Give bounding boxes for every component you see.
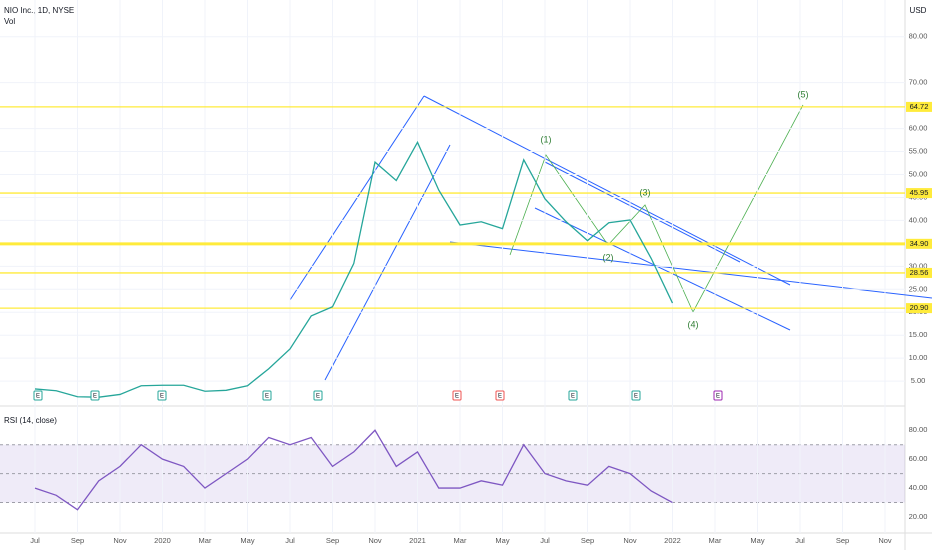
y-tick-label: 50.00: [909, 169, 928, 178]
y-tick-label: 25.00: [909, 284, 928, 293]
x-tick-label: May: [240, 536, 254, 545]
rsi-tick-label: 20.00: [909, 512, 928, 521]
x-tick-label: Jul: [285, 536, 295, 545]
x-tick-label: May: [750, 536, 764, 545]
volume-label: Vol: [4, 17, 15, 26]
level-tag: [906, 267, 932, 278]
earnings-label: E: [634, 394, 638, 400]
x-tick-label: Nov: [368, 536, 382, 545]
x-tick-label: Mar: [709, 536, 722, 545]
y-tick-label: 40.00: [909, 215, 928, 224]
earnings-marker: [262, 390, 272, 401]
rsi-tick-label: 60.00: [909, 454, 928, 463]
price-line: [34, 140, 674, 398]
earnings-marker: [713, 390, 723, 401]
wave-label: (1): [541, 134, 552, 144]
y-tick-label: 15.00: [909, 330, 928, 339]
x-tick-label: May: [495, 536, 509, 545]
level-tag: [906, 101, 932, 112]
wave-path: [509, 104, 804, 313]
earnings-label: E: [498, 394, 502, 400]
x-tick-label: Sep: [581, 536, 594, 545]
y-tick-label: 70.00: [909, 78, 928, 87]
earnings-marker: [452, 390, 462, 401]
earnings-label: E: [265, 394, 269, 400]
level-label: 45.95: [910, 188, 929, 197]
level-tag: [906, 303, 932, 314]
chart-title: NIO Inc., 1D, NYSE: [4, 6, 74, 15]
wave-label: (5): [798, 89, 809, 99]
rsi-tick-label: 80.00: [909, 425, 928, 434]
x-tick-label: Nov: [878, 536, 892, 545]
level-label: 28.56: [910, 268, 929, 277]
earnings-label: E: [93, 394, 97, 400]
rsi-title: RSI (14, close): [4, 416, 57, 425]
rsi-line: [34, 429, 673, 511]
trend-line: [534, 207, 791, 331]
earnings-marker: [495, 390, 505, 401]
earnings-marker: [568, 390, 578, 401]
earnings-label: E: [455, 394, 459, 400]
trend-line: [324, 144, 451, 381]
level-label: 20.90: [910, 303, 929, 312]
earnings-marker: [313, 390, 323, 401]
wave-label: (3): [640, 187, 651, 197]
level-label: 34.90: [910, 239, 929, 248]
earnings-marker: [631, 390, 641, 401]
y-tick-label: 5.00: [911, 376, 926, 385]
trend-line: [423, 95, 791, 286]
x-tick-label: Mar: [454, 536, 467, 545]
earnings-marker: [90, 390, 100, 401]
y-tick-label: 10.00: [909, 353, 928, 362]
x-tick-label: 2022: [664, 536, 681, 545]
x-tick-label: Nov: [623, 536, 637, 545]
y-tick-label: 80.00: [909, 32, 928, 41]
earnings-label: E: [160, 394, 164, 400]
x-tick-label: Jul: [540, 536, 550, 545]
wave-label: (4): [688, 319, 699, 329]
x-tick-label: Sep: [326, 536, 339, 545]
x-tick-label: Jul: [30, 536, 40, 545]
earnings-marker: [157, 390, 167, 401]
earnings-label: E: [316, 394, 320, 400]
trend-line: [544, 161, 741, 263]
y-tick-label: 55.00: [909, 147, 928, 156]
earnings-label: E: [571, 394, 575, 400]
earnings-label: E: [36, 394, 40, 400]
x-tick-label: Mar: [199, 536, 212, 545]
x-tick-label: Jul: [795, 536, 805, 545]
level-tag: [906, 238, 932, 249]
x-tick-label: Sep: [71, 536, 84, 545]
x-tick-label: 2020: [154, 536, 171, 545]
trend-line: [449, 241, 932, 299]
earnings-label: E: [716, 394, 720, 400]
y-tick-label: 60.00: [909, 124, 928, 133]
x-tick-label: Sep: [836, 536, 849, 545]
wave-label: (2): [603, 252, 614, 262]
earnings-marker: [33, 390, 43, 401]
level-label: 64.72: [910, 102, 929, 111]
y-tick-label: 30.00: [909, 261, 928, 270]
currency: USD: [910, 6, 927, 15]
x-tick-label: 2021: [409, 536, 426, 545]
level-tag: [906, 188, 932, 199]
x-tick-label: Nov: [113, 536, 127, 545]
rsi-tick-label: 40.00: [909, 483, 928, 492]
